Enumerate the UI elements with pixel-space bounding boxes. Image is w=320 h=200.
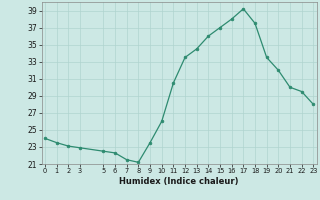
X-axis label: Humidex (Indice chaleur): Humidex (Indice chaleur) xyxy=(119,177,239,186)
